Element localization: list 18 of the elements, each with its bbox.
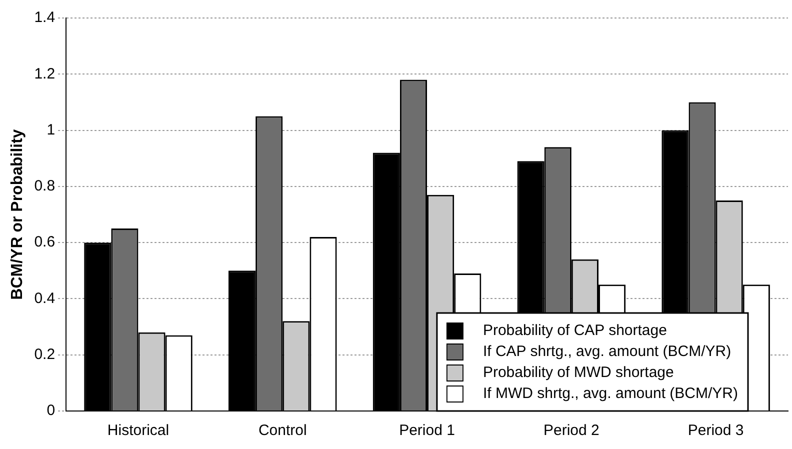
y-tick-label: 0.6 bbox=[34, 234, 56, 251]
y-tick-label: 0.4 bbox=[34, 290, 56, 307]
y-axis-title: BCM/YR or Probability bbox=[9, 129, 26, 300]
legend-label: If CAP shrtg., avg. amount (BCM/YR) bbox=[482, 343, 732, 360]
y-tick-label: 1 bbox=[46, 121, 56, 138]
legend-label: Probability of CAP shortage bbox=[482, 322, 667, 340]
x-tick-label: Period 3 bbox=[688, 422, 744, 440]
legend-label: If MWD shrtg., avg. amount (BCM/YR) bbox=[482, 385, 738, 402]
legend-label: Probability of MWD shortage bbox=[482, 364, 674, 382]
y-tick-label: 0.8 bbox=[34, 178, 56, 195]
x-tick-label: Period 2 bbox=[543, 422, 600, 440]
y-tick-label: 0.2 bbox=[34, 346, 56, 363]
x-tick-label: Period 1 bbox=[399, 422, 455, 440]
x-tick-label: Control bbox=[258, 422, 307, 440]
y-tick-label: 0 bbox=[46, 402, 56, 420]
x-tick-label: Historical bbox=[107, 422, 170, 440]
y-tick-label: 1.4 bbox=[34, 9, 56, 26]
y-tick-label: 1.2 bbox=[34, 65, 56, 82]
